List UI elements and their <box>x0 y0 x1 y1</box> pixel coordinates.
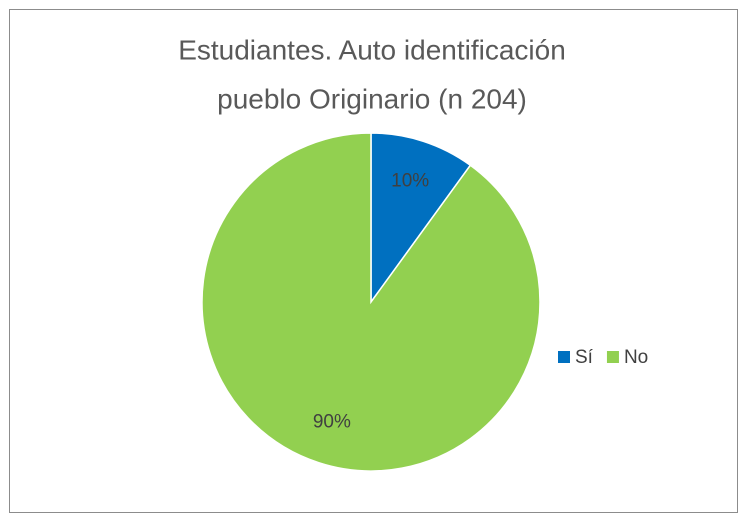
data-label: 90% <box>313 412 351 433</box>
pie-slice <box>370 132 472 305</box>
data-label: 10% <box>391 170 429 191</box>
legend-swatch <box>606 351 619 363</box>
legend-label: Sí <box>575 347 594 368</box>
pie-slice <box>201 132 541 472</box>
legend-swatch <box>558 351 570 363</box>
chart-title: pueblo Originario (n 204) <box>217 83 527 114</box>
legend-label: No <box>624 347 648 368</box>
chart-title: Estudiantes. Auto identificación <box>178 34 566 65</box>
